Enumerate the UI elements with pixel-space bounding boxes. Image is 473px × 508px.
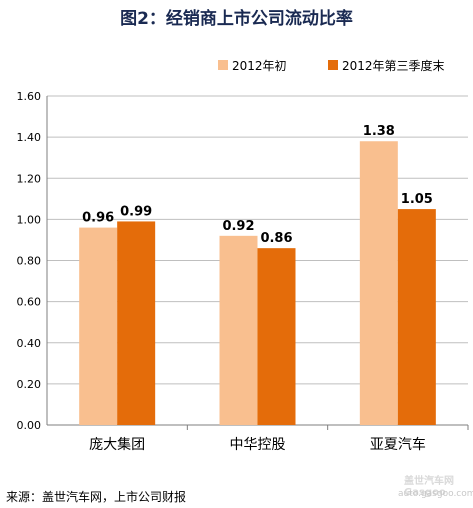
y-tick-label: 0.20 bbox=[17, 378, 42, 391]
data-label: 1.05 bbox=[401, 192, 433, 207]
y-tick-label: 1.60 bbox=[17, 90, 42, 103]
y-tick-label: 0.00 bbox=[17, 419, 42, 432]
bar bbox=[397, 209, 436, 425]
x-tick-label: 中华控股 bbox=[230, 437, 286, 453]
y-tick-label: 1.40 bbox=[17, 131, 42, 144]
x-tick-label: 庞大集团 bbox=[89, 436, 145, 453]
legend-label: 2012年初 bbox=[232, 59, 287, 73]
bar bbox=[219, 235, 258, 425]
watermark-url: auto.gasgoo.com bbox=[398, 489, 473, 499]
data-label: 0.92 bbox=[222, 219, 254, 234]
y-tick-label: 1.00 bbox=[17, 213, 42, 226]
x-tick-label: 亚夏汽车 bbox=[370, 436, 426, 453]
bar bbox=[359, 141, 398, 426]
y-tick-label: 0.80 bbox=[17, 255, 42, 268]
y-tick-label: 1.20 bbox=[17, 172, 42, 185]
y-tick-label: 0.60 bbox=[17, 296, 42, 309]
data-label: 0.96 bbox=[82, 211, 114, 226]
source-note: 来源：盖世汽车网，上市公司财报 bbox=[6, 490, 187, 504]
data-label: 0.99 bbox=[120, 204, 152, 219]
watermark-brand: 盖世汽车网 Gasgoo bbox=[404, 476, 454, 498]
chart-title: 图2：经销商上市公司流动比率 bbox=[120, 9, 353, 29]
legend-label: 2012年第三季度末 bbox=[342, 58, 445, 73]
legend-swatch bbox=[218, 60, 228, 70]
bar bbox=[117, 221, 156, 425]
data-label: 0.86 bbox=[260, 231, 292, 246]
legend-swatch bbox=[328, 60, 338, 70]
bar bbox=[257, 248, 296, 425]
data-label: 1.38 bbox=[363, 124, 395, 139]
bar bbox=[79, 227, 118, 425]
y-tick-label: 0.40 bbox=[17, 337, 42, 350]
